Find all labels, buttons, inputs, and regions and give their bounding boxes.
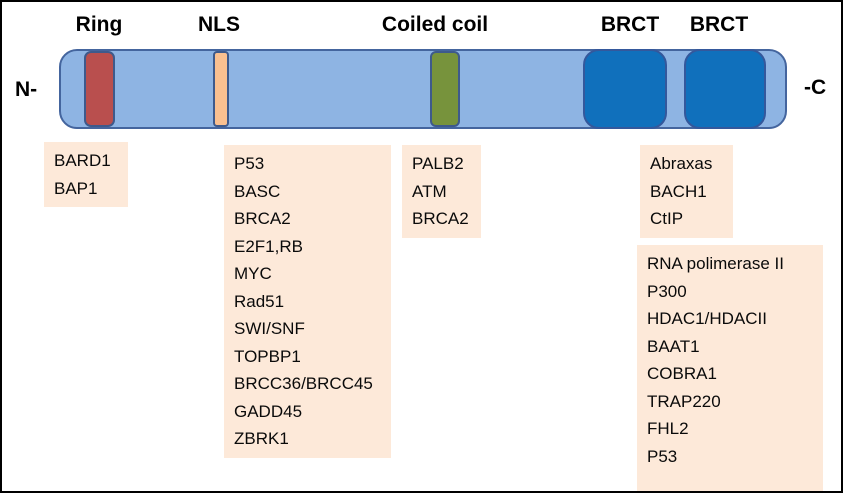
c-terminus-label: -C	[804, 76, 827, 99]
protein-item: BACH1	[650, 181, 707, 201]
protein-item: CtIP	[650, 209, 684, 228]
protein-item: BAP1	[54, 178, 98, 198]
coiled-coil-domain-shape	[430, 51, 460, 127]
brct-interactors-lower-box: RNA polimerase II P300 HDAC1/HDACII BAAT1 CO…	[637, 245, 823, 491]
protein-item: SWI/SNF	[234, 319, 305, 338]
domain-label-coiled-coil: Coiled coil	[381, 13, 489, 36]
protein-item: FHL2	[647, 419, 689, 438]
protein-item: P53	[234, 154, 265, 173]
protein-item: MYC	[234, 264, 272, 283]
nls-interactors-box: P53 BASC BRCA2 E2F1,RB MYC Rad51 SWI/SNF TOPBP1…	[224, 145, 391, 458]
protein-item: BARD1	[54, 151, 111, 170]
protein-item: GADD45	[234, 401, 303, 421]
protein-item: Rad51	[234, 291, 285, 311]
protein-item: COBRA1	[647, 364, 717, 383]
n-terminus-label: N-	[15, 78, 38, 101]
protein-item: PALB2	[412, 154, 464, 173]
protein-backbone-bar	[59, 49, 787, 129]
brct-domain-1-shape	[583, 49, 667, 129]
protein-item: BRCA2	[234, 209, 291, 228]
coiled-coil-interactors-box: PALB2 ATM BRCA2	[402, 145, 481, 238]
protein-item: TRAP220	[647, 391, 721, 411]
domain-label-brct-2: BRCT	[689, 13, 749, 36]
protein-item: BASC	[234, 181, 281, 201]
ring-interactors-box: BARD1 BAP1	[44, 142, 128, 207]
protein-item: RNA polimerase II	[647, 254, 784, 273]
domain-label-brct-1: BRCT	[600, 13, 660, 36]
protein-item: BAAT1	[647, 336, 700, 356]
domain-label-nls: NLS	[198, 13, 240, 36]
protein-item: BRCC36/BRCC45	[234, 374, 373, 393]
protein-item: P53	[647, 446, 678, 466]
brct-interactors-upper-box: Abraxas BACH1 CtIP	[640, 145, 733, 238]
protein-item: TOPBP1	[234, 346, 301, 366]
protein-item: P300	[647, 281, 687, 301]
protein-item: ATM	[412, 181, 447, 201]
nls-domain-shape	[213, 51, 229, 127]
protein-item: E2F1,RB	[234, 236, 303, 256]
brct-domain-2-shape	[684, 49, 766, 129]
protein-item: Abraxas	[650, 154, 713, 173]
protein-item: HDAC1/HDACII	[647, 309, 767, 328]
ring-domain-shape	[84, 51, 115, 127]
domain-label-ring: Ring	[75, 13, 123, 36]
protein-item: BRCA2	[412, 209, 469, 228]
protein-item: ZBRK1	[234, 429, 289, 448]
